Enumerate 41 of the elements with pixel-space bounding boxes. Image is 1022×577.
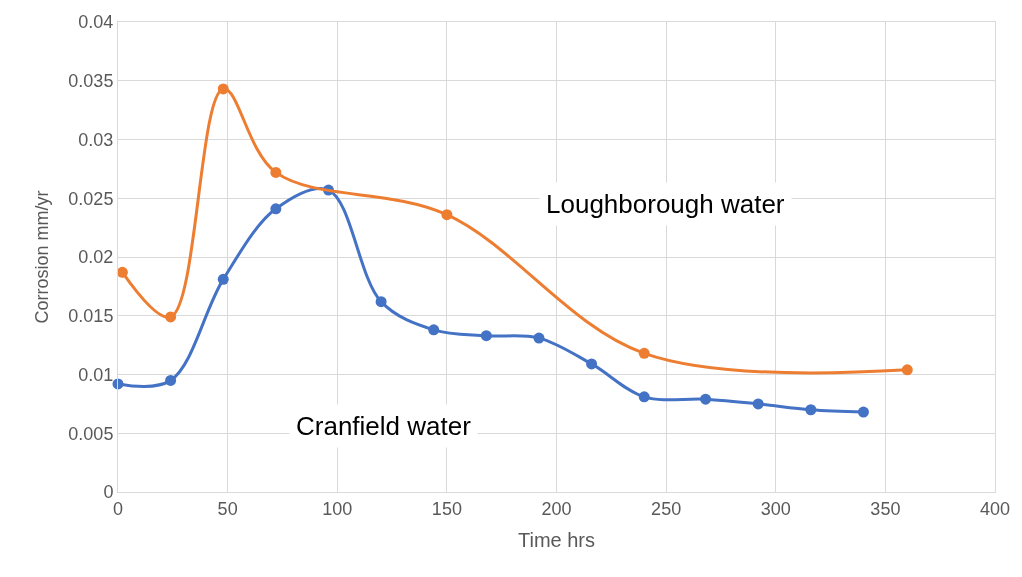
point: [441, 209, 453, 221]
point: [270, 166, 282, 178]
x-tick-label: 350: [870, 498, 901, 519]
y-tick-label: 0: [103, 482, 114, 503]
y-tick-label: 0.03: [78, 129, 114, 150]
x-tick-label: 100: [322, 498, 353, 519]
y-tick-label: 0.005: [68, 423, 114, 444]
y-tick-label: 0.025: [68, 188, 114, 209]
x-tick-label: 400: [979, 498, 1011, 519]
y-tick-label: 0.015: [68, 306, 114, 327]
point: [638, 391, 650, 403]
x-tick-label: 50: [217, 498, 238, 519]
y-axis-title: Corrosion mm/yr: [31, 190, 52, 324]
y-tick-label: 0.035: [68, 71, 114, 92]
point: [480, 330, 492, 342]
point: [638, 347, 650, 359]
point: [217, 83, 229, 95]
point: [270, 203, 282, 215]
text: Loughborough water: [546, 189, 785, 219]
point: [165, 311, 177, 323]
point: [752, 398, 764, 410]
x-tick-label: 200: [541, 498, 572, 519]
x-tick-label: 300: [760, 498, 791, 519]
point: [805, 404, 817, 416]
point: [165, 374, 177, 386]
point: [586, 358, 598, 370]
y-tick-label: 0.02: [78, 247, 114, 268]
point: [217, 273, 229, 285]
point: [857, 406, 869, 418]
x-tick-label: 250: [651, 498, 682, 519]
point: [116, 266, 128, 278]
text: Cranfield water: [296, 411, 472, 441]
point: [901, 364, 913, 376]
point: [700, 393, 712, 405]
y-tick-label: 0.01: [78, 364, 114, 385]
point: [533, 332, 545, 344]
y-tick-label: 0.04: [78, 12, 114, 33]
point: [428, 324, 440, 336]
x-tick-label: 150: [431, 498, 462, 519]
point: [375, 296, 387, 308]
x-axis-title: Time hrs: [517, 529, 596, 552]
